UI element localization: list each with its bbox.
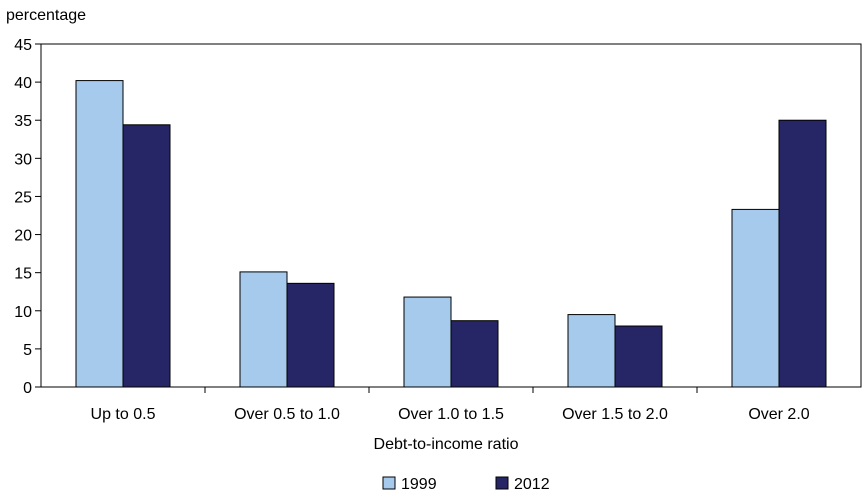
legend-swatch-2012: [495, 476, 509, 490]
bar-1999-0: [75, 80, 124, 388]
legend: 1999 2012: [382, 476, 550, 493]
y-tick-label: 20: [14, 228, 32, 245]
bar-2012-1: [286, 282, 335, 388]
y-axis-title: percentage: [6, 7, 86, 24]
bar-1999-3: [567, 314, 616, 388]
bar-2012-0: [122, 124, 171, 388]
y-tick-label: 45: [14, 37, 32, 54]
y-tick-label: 25: [14, 189, 32, 206]
x-category-label: Up to 0.5: [91, 406, 156, 423]
bar-2012-4: [778, 119, 827, 388]
y-tick-label: 30: [14, 151, 32, 168]
x-axis-title: Debt-to-income ratio: [374, 436, 519, 453]
x-category-label: Over 2.0: [748, 406, 809, 423]
y-tick-label: 40: [14, 75, 32, 92]
y-tick-label: 35: [14, 113, 32, 130]
bar-2012-3: [614, 325, 663, 388]
bar-2012-2: [450, 320, 499, 388]
bar-1999-4: [731, 208, 780, 388]
y-tick-label: 5: [23, 342, 32, 359]
bar-1999-1: [239, 271, 288, 388]
plot-frame: [40, 43, 862, 388]
y-tick-label: 10: [14, 304, 32, 321]
plot-area: 0 5 10 15 20 25 30 35 40 45 Up to 0.5 Over 0.5 to 1…: [14, 37, 862, 423]
y-tick-label: 15: [14, 266, 32, 283]
legend-label-2012: 2012: [514, 476, 550, 493]
y-tick-label: 0: [23, 380, 32, 397]
x-category-label: Over 1.0 to 1.5: [398, 406, 504, 423]
x-category-label: Over 1.5 to 2.0: [562, 406, 668, 423]
bar-1999-2: [403, 296, 452, 388]
legend-label-1999: 1999: [401, 476, 437, 493]
legend-swatch-1999: [382, 476, 396, 490]
x-category-label: Over 0.5 to 1.0: [234, 406, 340, 423]
